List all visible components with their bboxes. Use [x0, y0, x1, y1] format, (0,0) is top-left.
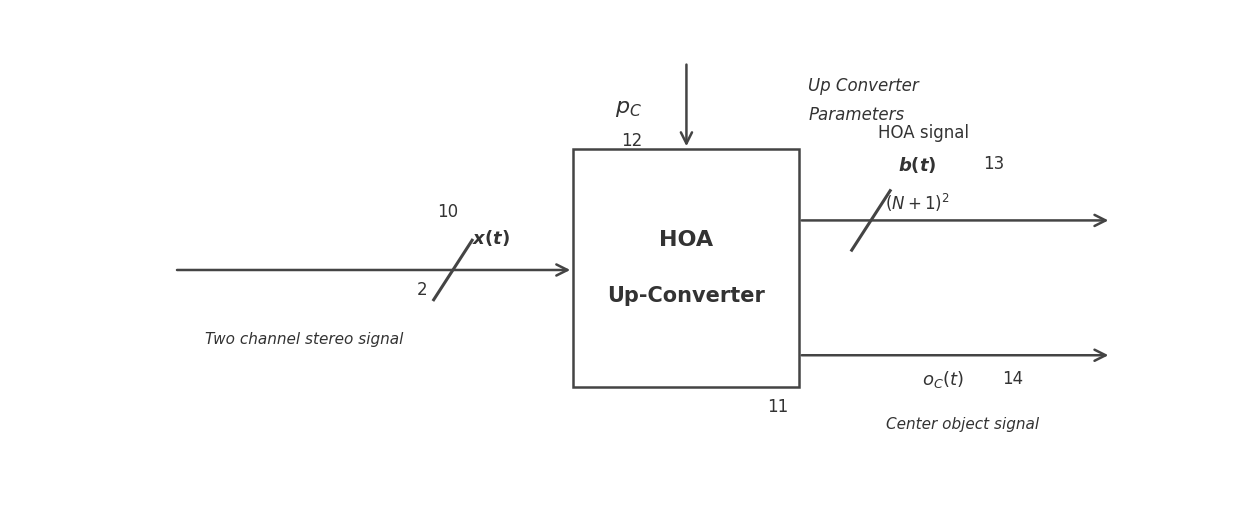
Text: Center object signal: Center object signal — [885, 417, 1039, 432]
Text: $\boldsymbol{b}$$\boldsymbol{(t)}$: $\boldsymbol{b}$$\boldsymbol{(t)}$ — [898, 155, 936, 175]
Text: $\boldsymbol{p_C}$: $\boldsymbol{p_C}$ — [615, 99, 642, 119]
Text: 14: 14 — [1003, 370, 1024, 388]
Text: $(N+1)^2$: $(N+1)^2$ — [885, 192, 950, 214]
Text: Two channel stereo signal: Two channel stereo signal — [205, 332, 403, 347]
FancyBboxPatch shape — [573, 149, 799, 387]
Text: 11: 11 — [768, 398, 789, 416]
Text: $o_C(t)$: $o_C(t)$ — [923, 369, 963, 389]
Text: HOA signal: HOA signal — [878, 124, 970, 142]
Text: 13: 13 — [983, 155, 1004, 173]
Text: HOA: HOA — [658, 230, 713, 250]
Text: $\boldsymbol{x}$$\boldsymbol{(t)}$: $\boldsymbol{x}$$\boldsymbol{(t)}$ — [472, 228, 510, 248]
Text: Up Converter: Up Converter — [808, 77, 919, 95]
Text: Parameters: Parameters — [808, 106, 905, 124]
Text: Up-Converter: Up-Converter — [608, 286, 765, 306]
Text: 2: 2 — [417, 281, 428, 299]
Text: 10: 10 — [438, 203, 459, 221]
Text: 12: 12 — [621, 132, 642, 150]
